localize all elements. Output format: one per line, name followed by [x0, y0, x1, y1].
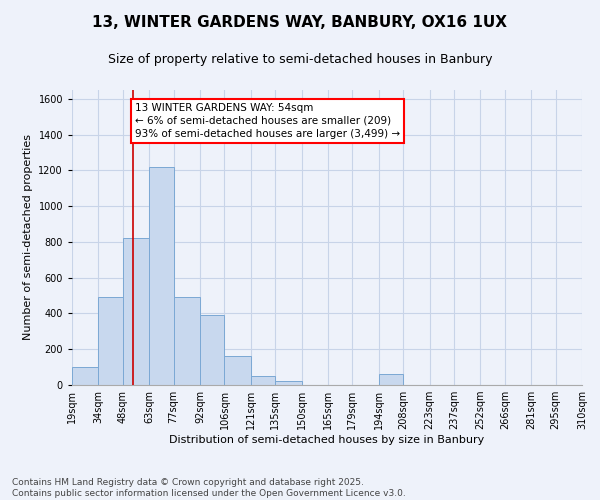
- Bar: [275, 382, 302, 385]
- X-axis label: Distribution of semi-detached houses by size in Banbury: Distribution of semi-detached houses by …: [169, 435, 485, 445]
- Bar: [251, 376, 275, 385]
- Bar: [149, 167, 173, 385]
- Bar: [379, 374, 403, 385]
- Text: Contains HM Land Registry data © Crown copyright and database right 2025.
Contai: Contains HM Land Registry data © Crown c…: [12, 478, 406, 498]
- Bar: [173, 298, 200, 385]
- Text: 13, WINTER GARDENS WAY, BANBURY, OX16 1UX: 13, WINTER GARDENS WAY, BANBURY, OX16 1U…: [92, 15, 508, 30]
- Text: 13 WINTER GARDENS WAY: 54sqm
← 6% of semi-detached houses are smaller (209)
93% : 13 WINTER GARDENS WAY: 54sqm ← 6% of sem…: [135, 102, 400, 139]
- Text: Size of property relative to semi-detached houses in Banbury: Size of property relative to semi-detach…: [108, 52, 492, 66]
- Bar: [98, 298, 123, 385]
- Bar: [72, 367, 98, 385]
- Bar: [224, 356, 251, 385]
- Y-axis label: Number of semi-detached properties: Number of semi-detached properties: [23, 134, 33, 340]
- Bar: [200, 316, 224, 385]
- Bar: [123, 238, 149, 385]
